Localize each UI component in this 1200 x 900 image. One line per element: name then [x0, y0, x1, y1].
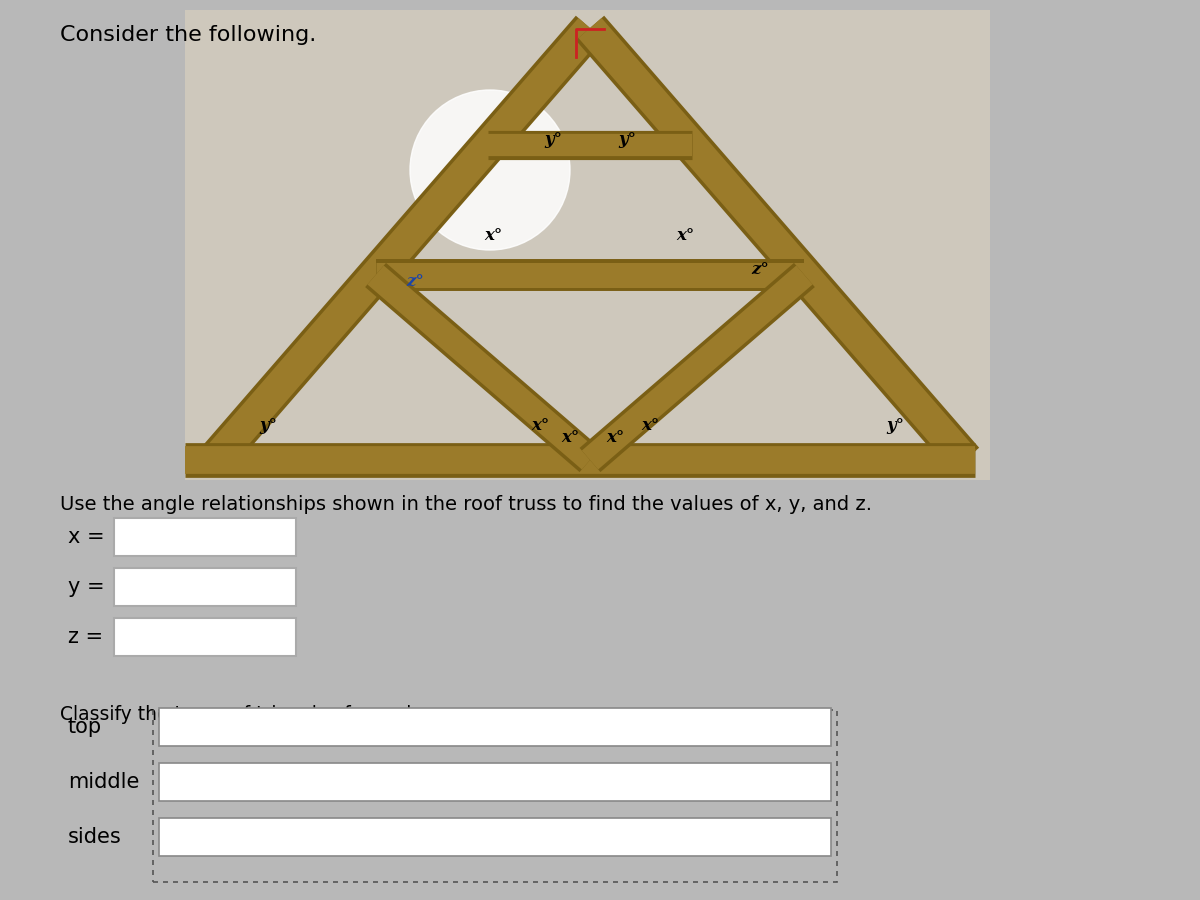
- Text: Classify the types of triangles formed............................: Classify the types of triangles formed..…: [60, 705, 576, 724]
- FancyBboxPatch shape: [158, 763, 830, 801]
- Text: x°: x°: [530, 418, 550, 435]
- Text: Consider the following.: Consider the following.: [60, 25, 317, 45]
- FancyBboxPatch shape: [114, 518, 296, 556]
- Text: z°: z°: [751, 262, 769, 278]
- Text: z =: z =: [68, 627, 103, 647]
- Text: ---Select---: ---Select---: [185, 718, 280, 736]
- Text: z°: z°: [406, 274, 424, 291]
- Text: ∨: ∨: [815, 830, 826, 844]
- Text: y°: y°: [259, 418, 277, 435]
- Text: x°: x°: [560, 429, 580, 446]
- Text: x =: x =: [68, 527, 104, 547]
- Text: x°: x°: [606, 429, 624, 446]
- Text: ---Select---: ---Select---: [185, 828, 280, 846]
- Text: x°: x°: [641, 418, 659, 435]
- Text: top: top: [68, 717, 102, 737]
- Text: y°: y°: [618, 131, 636, 149]
- Circle shape: [410, 90, 570, 250]
- Text: middle: middle: [68, 772, 139, 792]
- Text: ∨: ∨: [815, 775, 826, 789]
- Text: Use the angle relationships shown in the roof truss to find the values of x, y, : Use the angle relationships shown in the…: [60, 495, 872, 514]
- Text: x°: x°: [484, 227, 502, 244]
- FancyBboxPatch shape: [114, 568, 296, 606]
- FancyBboxPatch shape: [185, 10, 990, 480]
- FancyBboxPatch shape: [114, 618, 296, 656]
- Text: sides: sides: [68, 827, 121, 847]
- Text: y =: y =: [68, 577, 104, 597]
- Text: x°: x°: [676, 227, 694, 244]
- FancyBboxPatch shape: [158, 818, 830, 856]
- FancyBboxPatch shape: [158, 708, 830, 746]
- Text: y°: y°: [544, 131, 562, 149]
- Text: ∨: ∨: [815, 719, 826, 734]
- Text: ---Select---: ---Select---: [185, 773, 280, 791]
- Text: y°: y°: [886, 418, 904, 435]
